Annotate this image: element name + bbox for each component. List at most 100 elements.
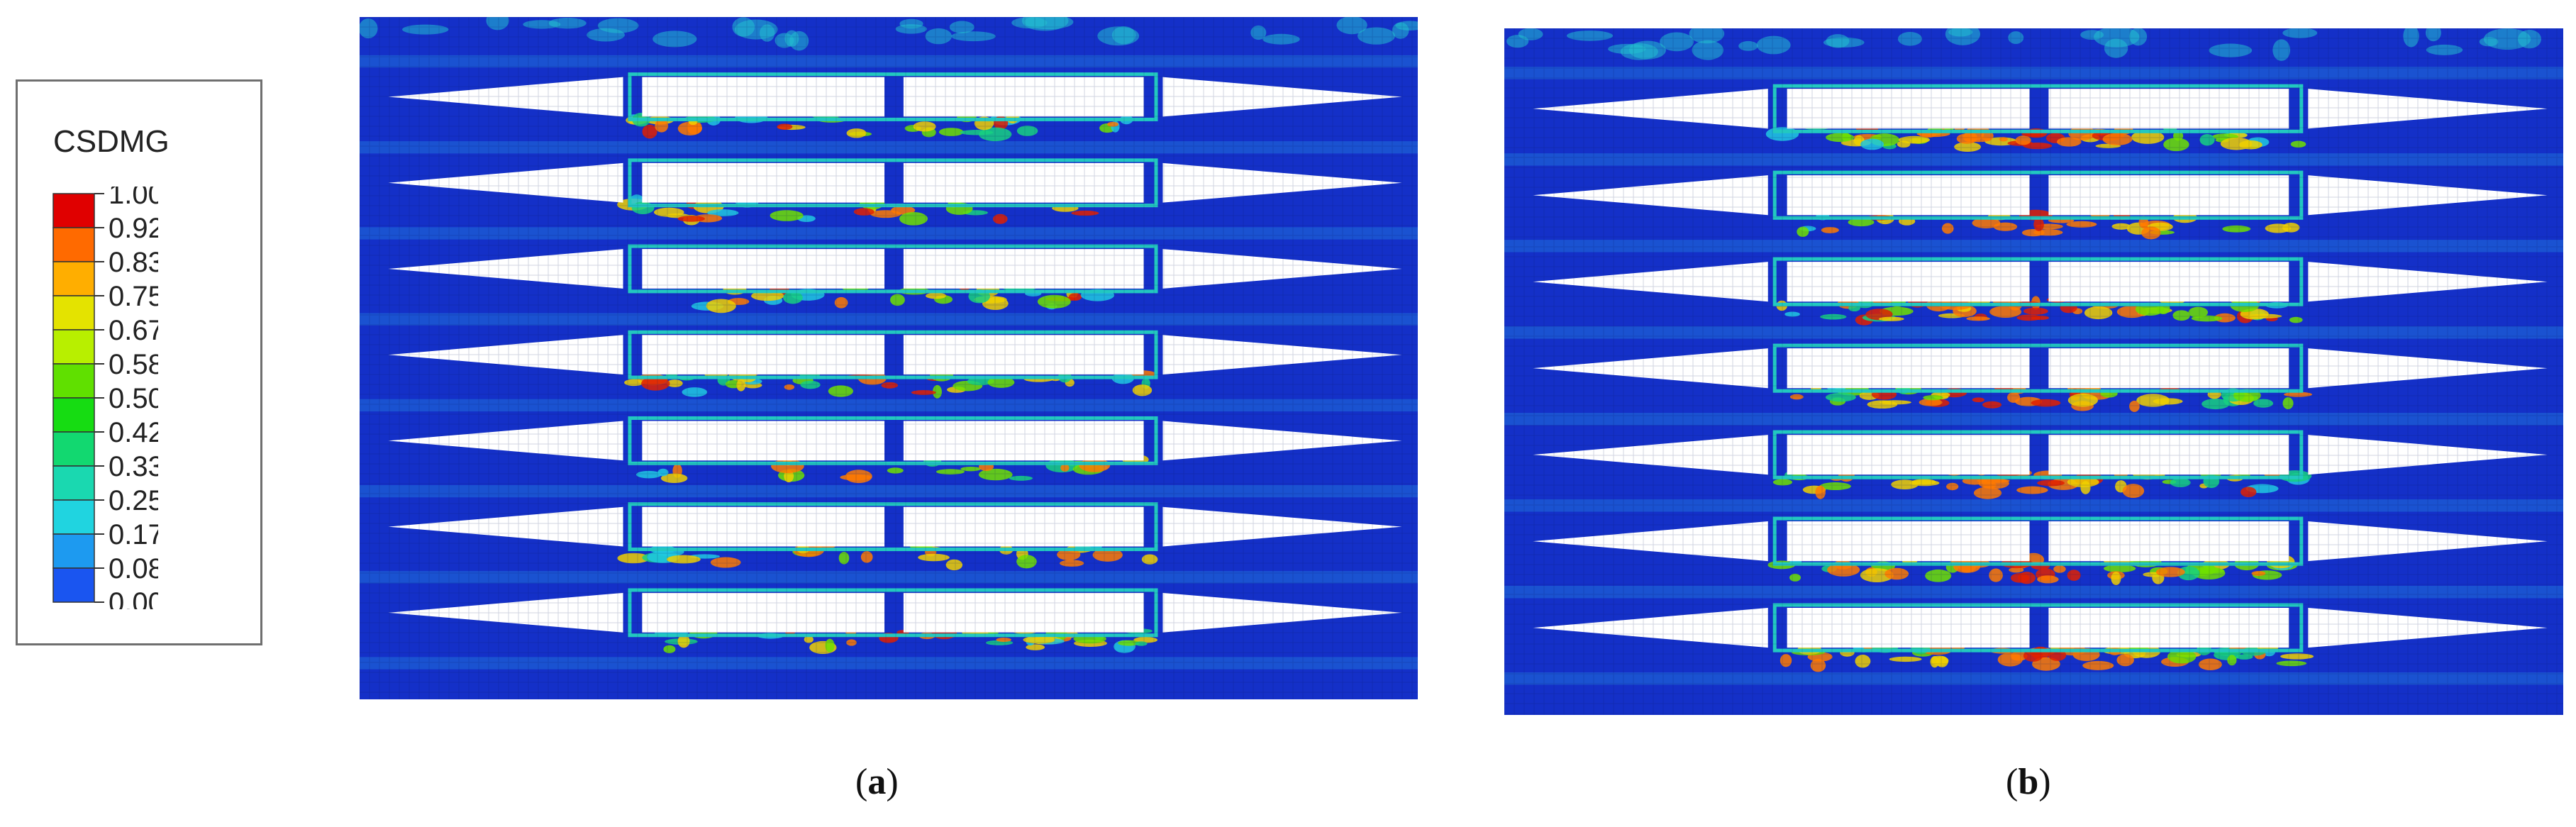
damage-spot xyxy=(2282,397,2294,410)
edge-halo xyxy=(2426,28,2441,42)
damage-spot xyxy=(838,552,850,565)
strut-outline xyxy=(1772,84,2304,133)
damage-spot xyxy=(1772,479,1793,486)
damage-spot xyxy=(1982,482,1997,489)
void-triangle-left xyxy=(1533,89,1768,129)
damage-spot xyxy=(2191,315,2223,322)
ligament-band xyxy=(1504,326,2563,339)
damage-spot xyxy=(2084,306,2113,320)
void-triangle-left xyxy=(388,77,623,117)
edge-halo xyxy=(949,21,975,33)
damage-spot xyxy=(1009,475,1033,481)
damage-spot xyxy=(2202,399,2230,410)
edge-halo xyxy=(951,31,996,42)
void-triangle-right xyxy=(2308,521,2548,562)
damage-spot xyxy=(2290,140,2306,148)
damage-spot xyxy=(960,130,994,135)
damage-spot xyxy=(770,210,804,221)
damage-spot xyxy=(2067,570,2081,581)
legend-label: 0.25 xyxy=(109,485,158,516)
damage-spot xyxy=(1860,138,1884,150)
damage-spot xyxy=(2192,566,2226,580)
void-triangle-left xyxy=(388,162,623,203)
damage-spot xyxy=(853,208,875,216)
damage-spot xyxy=(1819,482,1851,491)
void-rect-right xyxy=(903,162,1144,203)
damage-spot xyxy=(710,557,741,568)
edge-halo xyxy=(1897,32,1923,46)
damage-spot xyxy=(1897,140,1911,148)
strut-outline xyxy=(1772,257,2304,306)
ligament-band xyxy=(1504,586,2563,599)
edge-halo xyxy=(1628,40,1666,60)
void-triangle-left xyxy=(1533,175,1768,216)
damage-spot xyxy=(2128,400,2140,412)
contour-plot-a xyxy=(360,17,1418,699)
contour-plot-b xyxy=(1504,28,2563,715)
strut-outline xyxy=(628,330,1158,379)
damage-spot xyxy=(2282,222,2300,233)
void-rect-left xyxy=(642,335,885,375)
damage-spot xyxy=(967,377,994,386)
damage-spot xyxy=(1107,121,1118,127)
ligament-band xyxy=(1504,672,2563,685)
damage-spot xyxy=(996,637,1011,643)
legend-swatch xyxy=(52,533,95,569)
void-rect-left xyxy=(642,162,885,203)
edge-halo xyxy=(2426,44,2463,55)
edge-halo xyxy=(2129,28,2148,46)
damage-spot xyxy=(834,296,848,309)
edge-halo xyxy=(2483,28,2531,50)
void-triangle-right xyxy=(1162,249,1402,289)
damage-spot xyxy=(2053,565,2066,573)
damage-spot xyxy=(2163,138,2189,152)
damage-spot xyxy=(870,210,901,218)
edge-halo xyxy=(402,24,449,35)
damage-spot xyxy=(677,634,690,648)
damage-spot xyxy=(682,387,708,397)
edge-halo xyxy=(1692,40,1724,60)
legend-label: 0.92 xyxy=(109,213,158,244)
damage-spot xyxy=(783,291,803,304)
damage-spot xyxy=(1930,655,1949,666)
edge-halo xyxy=(597,18,639,33)
caption-a: (a) xyxy=(855,761,899,803)
damage-spot xyxy=(982,296,1009,311)
mesh-grid xyxy=(360,17,1418,699)
ligament-band xyxy=(1504,153,2563,166)
damage-spot xyxy=(677,121,702,135)
strut-outline xyxy=(628,158,1158,208)
caption-b: (b) xyxy=(2006,761,2051,803)
ligament-band xyxy=(360,657,1418,670)
edge-halo xyxy=(775,33,794,48)
void-triangle-left xyxy=(1533,607,1768,648)
damage-spot xyxy=(1973,487,2002,499)
damage-spot xyxy=(655,119,669,133)
damage-spot xyxy=(828,385,853,397)
void-triangle-right xyxy=(1162,162,1402,203)
edge-halo xyxy=(732,17,755,37)
legend-label: 0.50 xyxy=(109,383,158,414)
damage-spot xyxy=(2241,487,2257,497)
void-rect-left xyxy=(1787,262,2030,302)
damage-spot xyxy=(2037,575,2059,584)
damage-spot xyxy=(1941,223,1954,234)
void-triangle-left xyxy=(388,421,623,461)
void-triangle-right xyxy=(2308,175,2548,216)
damage-spot xyxy=(2155,567,2185,577)
edge-halo xyxy=(2282,28,2318,38)
damage-spot xyxy=(2010,572,2030,583)
void-triangle-right xyxy=(1162,506,1402,547)
damage-spot xyxy=(1889,656,1922,662)
void-triangle-left xyxy=(1533,348,1768,389)
damage-spot xyxy=(2103,565,2136,572)
damage-spot xyxy=(677,216,705,222)
void-rect-right xyxy=(2048,262,2289,302)
damage-spot xyxy=(2009,567,2024,573)
damage-spot xyxy=(1923,394,1943,401)
strut-outline xyxy=(628,588,1158,638)
damage-spot xyxy=(887,467,904,474)
edge-halo xyxy=(1660,32,1694,52)
legend-swatch xyxy=(52,431,95,467)
damage-spot xyxy=(1867,400,1898,409)
